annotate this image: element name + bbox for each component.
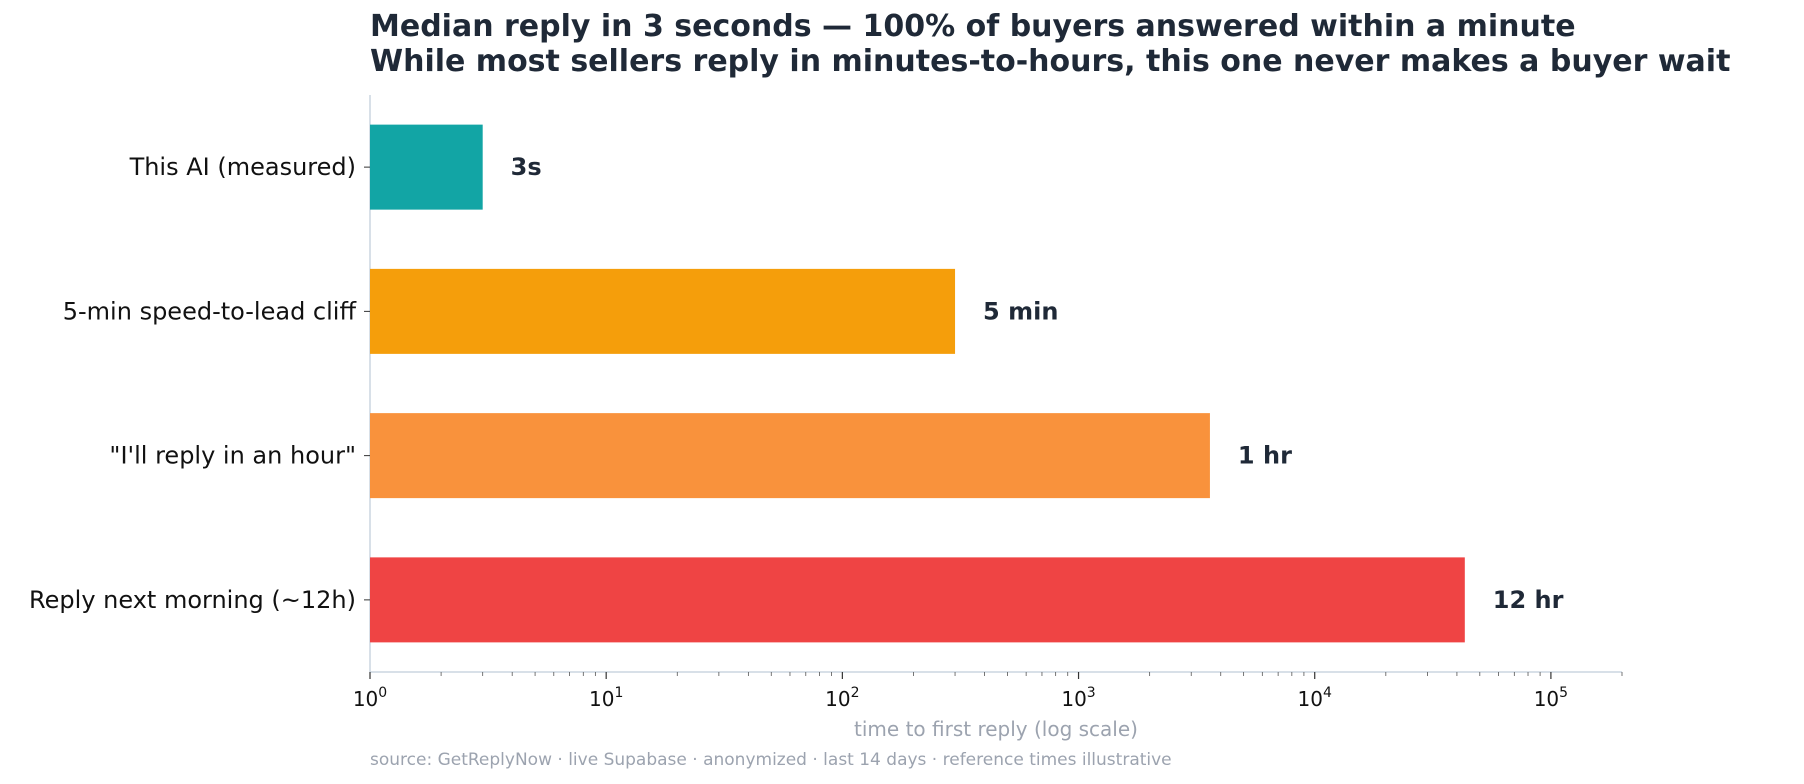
- value-label: 5 min: [983, 297, 1058, 325]
- bar: [370, 124, 483, 210]
- x-tick-label: 102: [825, 685, 859, 711]
- bar: [370, 557, 1465, 643]
- value-label: 3s: [511, 153, 542, 181]
- category-label: This AI (measured): [129, 153, 356, 181]
- x-tick-label: 105: [1534, 685, 1568, 711]
- bar: [370, 268, 956, 354]
- x-tick-label: 100: [353, 685, 387, 711]
- x-tick-label: 101: [589, 685, 623, 711]
- source-note: source: GetReplyNow · live Supabase · an…: [370, 750, 1172, 770]
- bar: [370, 413, 1210, 499]
- chart-subtitle: While most sellers reply in minutes-to-h…: [370, 44, 1731, 79]
- x-tick-label: 104: [1298, 685, 1332, 711]
- x-tick-label: 103: [1061, 685, 1095, 711]
- category-label: "I'll reply in an hour": [109, 442, 356, 470]
- x-axis-label: time to first reply (log scale): [854, 717, 1138, 741]
- value-label: 12 hr: [1493, 586, 1564, 614]
- category-label: 5-min speed-to-lead cliff: [63, 297, 357, 325]
- value-label: 1 hr: [1238, 442, 1292, 470]
- chart-title: Median reply in 3 seconds — 100% of buye…: [370, 9, 1576, 44]
- category-label: Reply next morning (~12h): [29, 586, 356, 614]
